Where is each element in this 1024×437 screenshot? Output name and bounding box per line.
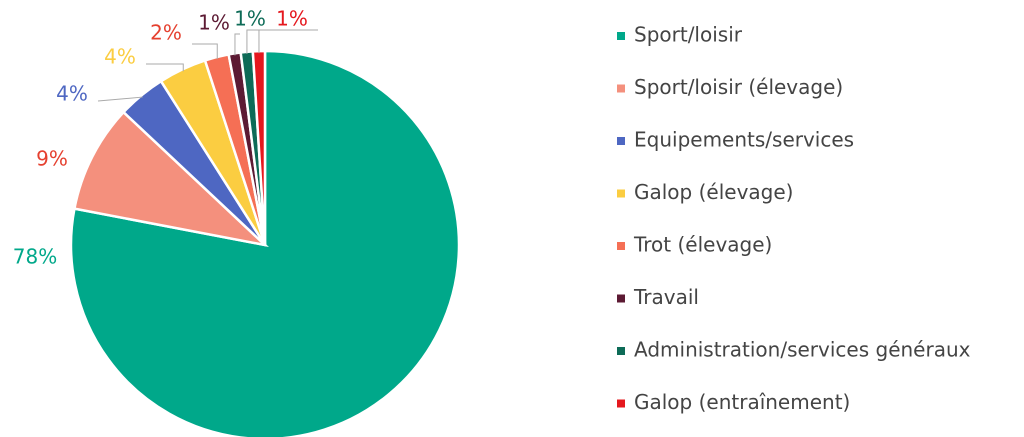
data-label: 9% bbox=[36, 147, 68, 171]
legend-label: Sport/loisir bbox=[634, 23, 743, 47]
legend-marker bbox=[617, 347, 625, 355]
leader-line bbox=[258, 29, 318, 54]
legend-marker bbox=[617, 242, 625, 250]
legend-marker bbox=[617, 137, 625, 145]
leader-line bbox=[97, 96, 143, 102]
legend-marker bbox=[617, 32, 625, 40]
data-label: 1% bbox=[234, 7, 266, 31]
data-label: 2% bbox=[150, 21, 182, 45]
legend-label: Sport/loisir (élevage) bbox=[634, 75, 843, 99]
leader-line bbox=[192, 43, 218, 60]
data-label: 1% bbox=[276, 7, 308, 31]
legend-marker bbox=[617, 399, 625, 408]
data-label: 4% bbox=[104, 45, 136, 69]
legend-label: Galop (entraînement) bbox=[634, 390, 850, 414]
pie-slice bbox=[72, 110, 269, 248]
data-label: 4% bbox=[56, 82, 88, 106]
legend-label: Trot (élevage) bbox=[633, 233, 772, 257]
data-label: 1% bbox=[198, 11, 230, 35]
data-label: 78% bbox=[13, 245, 57, 269]
legend-marker bbox=[617, 294, 625, 303]
legend-marker bbox=[617, 189, 625, 198]
leader-line bbox=[234, 33, 240, 56]
legend-label: Equipements/services bbox=[634, 128, 854, 152]
pie-slice bbox=[69, 49, 461, 437]
leader-line bbox=[146, 63, 184, 72]
legend-label: Administration/services généraux bbox=[634, 338, 971, 362]
legend-marker bbox=[617, 84, 625, 93]
legend-label: Galop (élevage) bbox=[634, 180, 793, 204]
legend-label: Travail bbox=[633, 285, 699, 309]
